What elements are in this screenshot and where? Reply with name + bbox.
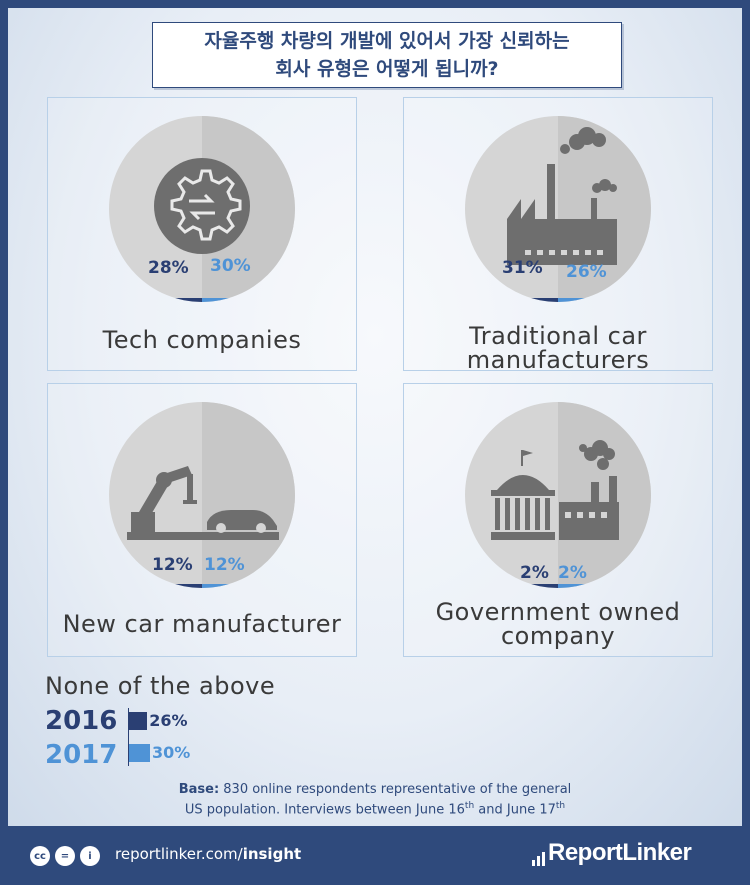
brand-logo: ReportLinker	[548, 839, 692, 866]
card-tech-companies: 28% 30% Tech companies	[47, 97, 357, 371]
card-label-line: New car manufacturer	[62, 610, 342, 638]
value-2016: 2%	[520, 563, 549, 583]
year-2017-label: 2017	[45, 740, 118, 770]
value-2017: 2%	[558, 563, 587, 583]
none-bar-2016	[129, 712, 148, 730]
creative-commons-icon: cc	[30, 846, 50, 866]
no-derivatives-icon: =	[55, 846, 75, 866]
none-of-the-above-label: None of the above	[45, 672, 276, 700]
card-label: Government owned company	[404, 600, 712, 648]
none-value-2016: 26%	[149, 711, 188, 730]
factory-icon	[507, 127, 617, 265]
value-2017: 26%	[566, 262, 607, 282]
site-text: reportlinker.com/	[115, 845, 243, 863]
value-2017: 30%	[210, 256, 251, 276]
attribution-icon: i	[80, 846, 100, 866]
base-line-1: 830 online respondents representative of…	[219, 782, 572, 797]
bar-2017	[558, 584, 621, 588]
card-circle	[465, 402, 651, 588]
base-label: Base:	[178, 782, 220, 797]
value-2016: 28%	[148, 258, 189, 278]
footer: cc = i reportlinker.com/insight ReportLi…	[0, 828, 750, 885]
card-label: New car manufacturer	[48, 612, 356, 636]
card-label-line: Government owned	[435, 598, 681, 626]
card-circle	[109, 116, 295, 302]
value-2016: 12%	[152, 555, 193, 575]
base-note: Base: 830 online respondents representat…	[0, 781, 750, 818]
base-sup-2: th	[555, 801, 566, 811]
gear-icon	[154, 158, 250, 254]
chart-title: 자율주행 차량의 개발에 있어서 가장 신뢰하는 회사 유형은 어떻게 됩니까?	[152, 22, 622, 88]
base-line-2b: and June 17	[474, 802, 556, 818]
site-link[interactable]: reportlinker.com/insight	[115, 845, 301, 863]
base-line-2a: US population. Interviews between June 1…	[184, 802, 465, 818]
bar-2017	[202, 298, 265, 302]
none-value-2017: 30%	[152, 743, 191, 762]
site-text-bold: insight	[242, 845, 302, 863]
title-line-2: 회사 유형은 어떻게 됩니까?	[275, 58, 499, 80]
bar-2016	[495, 584, 558, 588]
bar-2016	[139, 298, 202, 302]
value-2016: 31%	[502, 258, 543, 278]
card-government-owned-company: 2% 2% Government owned company	[403, 383, 713, 657]
card-label: Traditional car manufacturers	[404, 324, 712, 372]
bar-2017	[558, 298, 621, 302]
card-circle	[465, 116, 651, 302]
none-bar-2017	[129, 744, 150, 762]
card-circle	[109, 402, 295, 588]
card-traditional-car-manufacturers: 31% 26% Traditional car manufacturers	[403, 97, 713, 372]
year-2016-label: 2016	[45, 706, 118, 736]
card-label: Tech companies	[48, 328, 356, 352]
robot-arm-car-icon	[127, 466, 279, 540]
card-label-line: Tech companies	[102, 326, 302, 354]
card-label-line: manufacturers	[466, 346, 650, 374]
card-label-line: Traditional car	[469, 322, 647, 350]
card-label-line: company	[500, 622, 616, 650]
reportlinker-logo-icon	[532, 852, 545, 866]
none-axis-line	[128, 708, 129, 766]
bar-2016	[139, 584, 202, 588]
value-2017: 12%	[204, 555, 245, 575]
card-new-car-manufacturer: 12% 12% New car manufacturer	[47, 383, 357, 657]
title-line-1: 자율주행 차량의 개발에 있어서 가장 신뢰하는	[204, 30, 570, 52]
government-building-icon	[491, 440, 619, 540]
bar-2017	[202, 584, 265, 588]
base-sup-1: th	[464, 801, 475, 811]
bar-2016	[495, 298, 558, 302]
